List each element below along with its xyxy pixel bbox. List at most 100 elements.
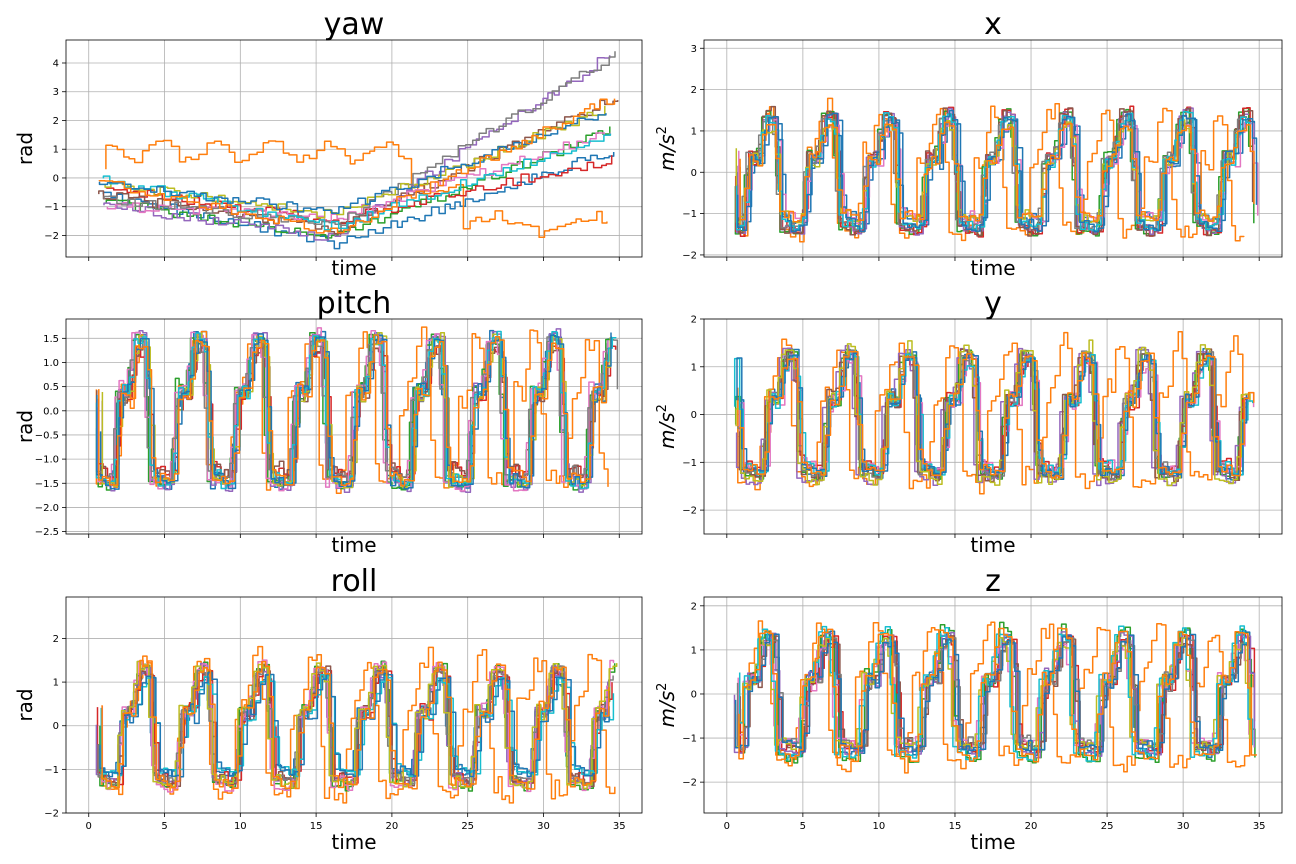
ytick-label-z-4: 2 [691,601,697,612]
ytick-label-yaw-3: 1 [53,145,59,156]
ytick-label-y-2: 0 [691,410,697,421]
axes-frame-pitch [65,318,643,535]
series-group-x [734,97,1259,243]
ytick-label-z-0: −2 [682,778,697,789]
series-line-yaw-1 [105,139,608,239]
ytick-label-pitch-5: 0.0 [43,406,59,417]
xtick-label-z-1: 5 [800,821,806,832]
series-line-yaw-0 [102,152,615,250]
ytick-label-pitch-7: 1.0 [43,358,59,369]
ytick-label-y-3: 1 [691,362,697,373]
series-line-x-1 [739,97,1245,243]
series-group-z [733,620,1258,774]
ytick-label-z-2: 0 [691,689,697,700]
series-line-x-11 [739,121,1255,223]
series-line-y-8 [735,339,1251,487]
xtick-label-z-0: 0 [724,821,730,832]
ytick-label-yaw-6: 4 [53,58,59,69]
series-line-pitch-11 [98,334,608,487]
series-line-y-3 [738,352,1248,475]
axes-frame-z [703,596,1283,814]
ytick-label-y-0: −2 [682,506,697,517]
series-group-roll [95,645,618,804]
x-axis-label-x: time [970,256,1015,280]
ytick-label-pitch-4: −0.5 [35,430,59,441]
x-axis-label-roll: time [331,830,376,854]
axes-frame-y [703,318,1283,535]
ytick-label-pitch-2: −1.5 [35,479,59,490]
xtick-label-roll-2: 10 [234,821,247,832]
ytick-label-roll-1: −1 [44,765,59,776]
chart-title-roll: roll [331,564,378,599]
series-line-z-10 [734,633,1248,753]
series-group-yaw [98,51,619,250]
chart-title-x: x [984,7,1002,42]
ytick-label-x-5: 3 [691,44,697,55]
ytick-label-yaw-4: 2 [53,116,59,127]
subplot-roll: 0 5 10 15 20 25 30 35 −2 −1 0 1 2 roll time rad [13,564,643,854]
xtick-label-roll-6: 30 [537,821,550,832]
series-line-yaw-7 [103,51,616,226]
xtick-label-z-7: 35 [1253,821,1266,832]
ytick-label-x-1: −1 [682,209,697,220]
xtick-label-z-5: 25 [1101,821,1114,832]
series-line-yaw-10 [98,113,607,214]
ytick-label-yaw-1: −1 [44,202,59,213]
series-group-pitch [95,326,619,495]
series-line-x-9 [735,111,1251,232]
ytick-label-y-1: −1 [682,458,697,469]
series-group-y [733,331,1255,495]
chart-title-yaw: yaw [324,7,385,42]
xtick-label-roll-5: 25 [461,821,474,832]
y-axis-label-x: m/s2 [655,126,679,171]
ytick-label-x-2: 0 [691,168,697,179]
series-line-yaw-5 [98,99,619,235]
series-line-x-10 [736,109,1258,233]
ytick-label-roll-2: 0 [53,721,59,732]
xtick-label-roll-1: 5 [161,821,167,832]
chart-title-pitch: pitch [317,286,392,321]
ytick-label-roll-3: 1 [53,678,59,689]
chart-title-y: y [984,286,1002,321]
series-line-y-9 [733,351,1254,476]
ytick-label-pitch-3: −1.0 [35,455,59,466]
series-line-roll-10 [99,672,610,778]
series-line-yaw-11 [98,98,616,234]
xtick-label-z-6: 30 [1177,821,1190,832]
ytick-label-pitch-6: 0.5 [43,382,59,393]
subplot-pitch: −2.5 −2.0 −1.5 −1.0 −0.5 0.0 0.5 1.0 1.5 pitch tim… [13,286,643,557]
axes-frame-roll [65,596,643,814]
ytick-label-roll-4: 2 [53,634,59,645]
y-axis-label-pitch: rad [13,410,37,443]
series-line-y-7 [737,349,1246,480]
ytick-label-x-0: −2 [682,250,697,261]
ytick-label-z-1: −1 [682,734,697,745]
subplot-z: 0 5 10 15 20 25 30 35 −2 −1 0 1 2 z time m/s2 [655,564,1283,854]
series-line-x-3 [734,105,1251,238]
ytick-label-x-3: 1 [691,126,697,137]
ytick-label-yaw-0: −2 [44,231,59,242]
xtick-label-roll-3: 15 [310,821,323,832]
axes-frame-yaw [65,39,643,258]
series-line-z-9 [738,625,1254,762]
y-axis-label-yaw: rad [13,132,37,165]
series-line-z-11 [738,627,1258,763]
ytick-label-yaw-5: 3 [53,87,59,98]
xtick-label-z-4: 20 [1025,821,1038,832]
x-axis-label-yaw: time [331,256,376,280]
series-line-y-11 [738,350,1255,479]
subplot-x: −2 −1 0 1 2 3 x time m/s2 [655,7,1283,280]
series-line-y-10 [736,352,1248,477]
series-line-roll-11 [101,659,610,790]
x-axis-label-pitch: time [331,533,376,557]
xtick-label-roll-0: 0 [86,821,92,832]
y-axis-label-roll: rad [13,688,37,721]
y-axis-label-y: m/s2 [655,404,679,449]
ytick-label-roll-0: −2 [44,809,59,820]
series-line-pitch-10 [96,332,612,490]
ytick-label-pitch-0: −2.5 [35,527,59,538]
subplot-y: −2 −1 0 1 2 y time m/s2 [655,286,1283,557]
xtick-label-z-3: 15 [949,821,962,832]
ytick-label-z-3: 1 [691,645,697,656]
